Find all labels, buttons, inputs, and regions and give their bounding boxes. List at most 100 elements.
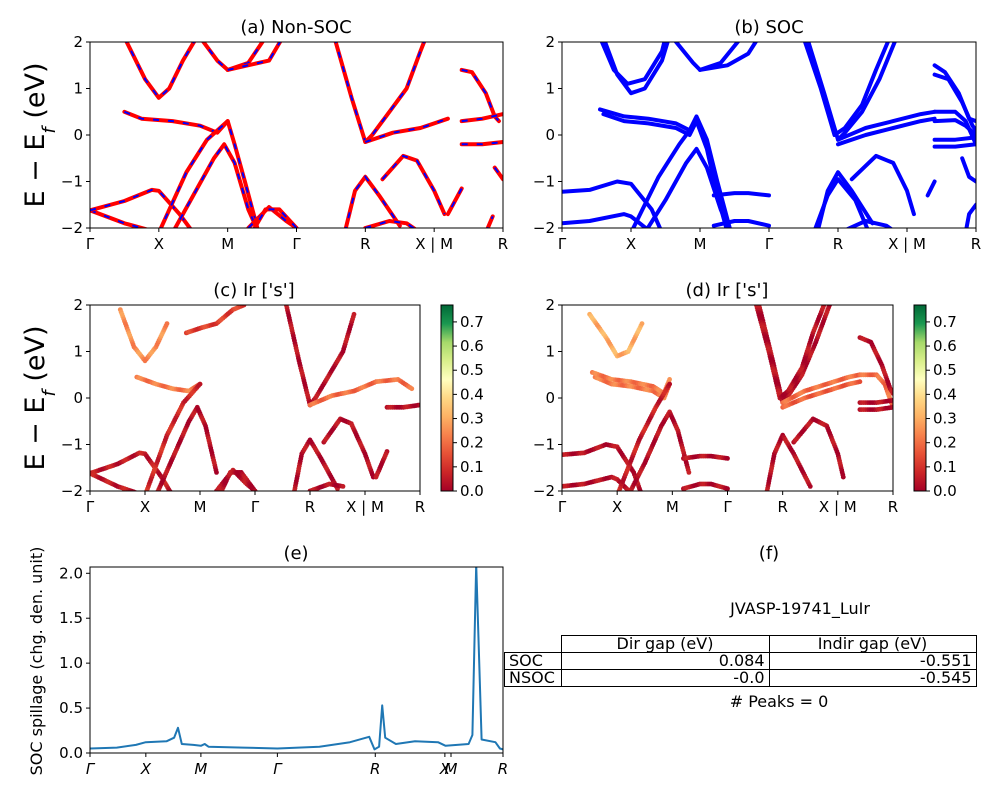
y-tick-label: 1 — [545, 80, 555, 98]
y-tick-label: 2 — [545, 33, 555, 51]
x-tick-label: X — [140, 498, 150, 516]
panel-d: (d) Ir ['s'] −2 −1 0 1 2 Γ X M Γ R X | M R — [533, 280, 898, 516]
y-tick-label: 0 — [545, 126, 555, 144]
soc-band-line — [698, 42, 759, 72]
y-tick-label: 1 — [73, 343, 83, 361]
projection-point — [252, 488, 258, 491]
soc-band-line — [932, 72, 976, 133]
projection-point — [626, 493, 631, 498]
soc-band-dash — [202, 42, 264, 72]
y-tick-label: 2 — [73, 296, 83, 314]
soc-band-line — [960, 156, 976, 184]
colorbar-tick-label: 0.7 — [933, 313, 957, 331]
projection-point — [754, 305, 757, 306]
y-axis-label-middle: E − Ef (eV) — [20, 326, 60, 471]
projection-point — [640, 493, 645, 498]
spillage-line — [90, 567, 503, 751]
projection-point — [164, 321, 170, 326]
soc-band-line — [849, 153, 916, 217]
panel-e: (e) 0.00.51.01.52.0Γ X M Γ R XM R — [59, 543, 508, 778]
nonsoc-band-line — [333, 42, 427, 144]
projection-point — [639, 321, 645, 326]
projection-point — [765, 490, 768, 491]
projection-point — [145, 490, 147, 491]
projection-point — [291, 493, 296, 498]
soc-band-line — [802, 42, 891, 137]
soc-band-dash — [461, 113, 503, 123]
colorbar-tick-label: 0.6 — [933, 337, 957, 355]
x-tick-label: X — [154, 235, 164, 253]
projection-point — [667, 381, 672, 387]
material-id: JVASP-19741_LuIr — [729, 599, 870, 619]
nonsoc-band-line — [485, 214, 495, 228]
nonsoc-band-line — [158, 119, 230, 228]
x-tick-label: Γ — [273, 760, 283, 778]
y-tick-label: 0.0 — [59, 744, 83, 762]
projection-point — [417, 402, 420, 408]
soc-band-line — [925, 179, 937, 198]
x-tick-label: X — [626, 235, 636, 253]
indir-gap-cell: -0.551 — [768, 652, 977, 670]
dir-gap-cell: -0.0 — [560, 669, 770, 687]
projection-point — [890, 397, 893, 403]
projection-point — [241, 305, 247, 308]
panel-b: (b) SOC −2 −1 0 1 2 Γ X M Γ R X | M R — [533, 17, 981, 253]
y-tick-label: 1 — [545, 343, 555, 361]
x-tick-label: R — [498, 235, 508, 253]
colorbar-tick-label: 0.3 — [933, 410, 957, 428]
y-tick-label: −1 — [61, 173, 83, 191]
projection-point — [155, 491, 160, 496]
soc-band-dash — [125, 42, 196, 100]
nonsoc-band-line — [124, 42, 197, 100]
x-tick-label: X | M — [415, 235, 453, 253]
nonsoc-band-line — [459, 67, 501, 124]
table-header-row: Dir gap (eV) Indir gap (eV) — [505, 635, 977, 653]
projection-point — [827, 305, 832, 308]
x-tick-label: X — [612, 498, 622, 516]
x-tick-label: R — [360, 235, 370, 253]
soc-band-dash — [344, 175, 401, 228]
x-tick-label: M — [221, 235, 234, 253]
colorbar-tick-label: 0.1 — [460, 458, 484, 476]
plot-area — [90, 567, 503, 751]
x-tick-label: X | M — [346, 498, 384, 516]
y-tick-label: −2 — [61, 219, 83, 237]
soc-band-dash — [227, 42, 282, 71]
x-tick-label: M — [666, 498, 679, 516]
x-tick-label: Γ — [723, 498, 732, 516]
table-row: SOC 0.084 -0.551 — [504, 652, 977, 670]
x-tick-label: R — [370, 760, 380, 778]
panel-a-title: (a) Non-SOC — [240, 17, 351, 38]
x-tick-label: X | M — [819, 498, 857, 516]
soc-band-line — [932, 118, 976, 137]
soc-band-dash — [493, 167, 503, 180]
projection-point — [640, 490, 642, 491]
soc-band-dash — [381, 154, 446, 215]
projection-point — [686, 470, 692, 475]
soc-band-line — [562, 179, 663, 228]
y-axis-label-top: E − Ef (eV) — [20, 63, 60, 208]
x-tick-label: M — [694, 235, 707, 253]
x-tick-label: X — [140, 760, 152, 778]
colorbar-tick-label: 0.1 — [933, 458, 957, 476]
colorbar-tick-label: 0.5 — [460, 361, 484, 379]
x-tick-label: Γ — [765, 235, 774, 253]
x-tick-label: R — [498, 760, 508, 778]
soc-band-dash — [159, 120, 229, 228]
spillage-y-axis-label: SOC spillage (chg. den. unit) — [27, 547, 46, 776]
y-tick-label: 0 — [73, 126, 83, 144]
soc-band-dash — [447, 188, 463, 215]
colorbar-tick-label: 0.6 — [460, 337, 484, 355]
y-tick-label: −1 — [61, 436, 83, 454]
soc-band-line — [845, 219, 894, 228]
x-tick-label: M — [194, 498, 207, 516]
y-tick-label: 2 — [73, 33, 83, 51]
soc-band-dash — [253, 208, 298, 228]
y-tick-label: −1 — [533, 436, 555, 454]
dir-gap-cell: 0.084 — [560, 652, 770, 670]
axes-frame — [89, 566, 504, 754]
soc-band-line — [932, 135, 976, 142]
projection-point — [631, 493, 636, 498]
projection-point — [351, 311, 357, 317]
